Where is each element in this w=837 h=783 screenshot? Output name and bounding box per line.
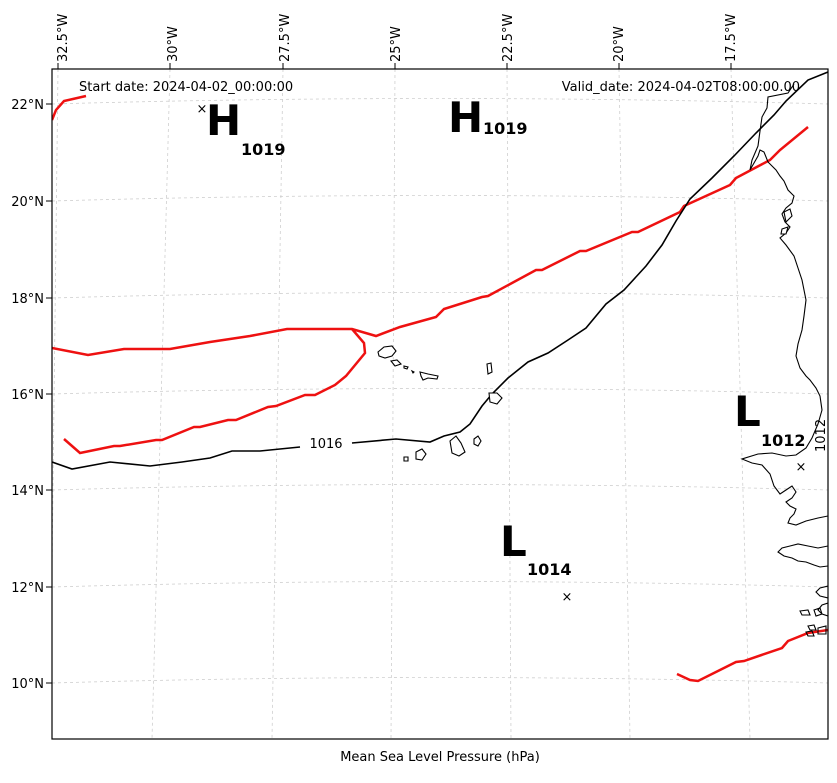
map-caption: Mean Sea Level Pressure (hPa) <box>340 750 540 765</box>
center-value: 1019 <box>241 140 286 159</box>
isobar-red-south <box>676 628 828 683</box>
contour-label-1012: 1012 <box>814 419 829 452</box>
coastal-island <box>780 226 789 235</box>
isobar-red-north <box>52 94 809 357</box>
isobar-red-loop <box>63 328 367 455</box>
cape-verde-islands <box>377 345 503 462</box>
center-symbol: L <box>734 387 761 436</box>
valid-date-label: Valid_date: 2024-04-02T08:00:00.00 <box>562 80 800 95</box>
center-symbol: L <box>500 517 527 566</box>
lat-tick-label: 20°N <box>11 195 44 210</box>
africa-coastline <box>740 83 828 526</box>
lat-tick-label: 16°N <box>11 388 44 403</box>
lat-tick-label: 22°N <box>11 98 44 113</box>
lon-tick-label: 22.5°W <box>501 14 516 62</box>
center-marker-icon: × <box>197 102 208 117</box>
center-symbol: H <box>206 96 241 145</box>
africa-coastline-south <box>777 543 828 637</box>
center-marker-icon: × <box>562 590 573 605</box>
lon-tick-label: 20°W <box>612 26 627 62</box>
contour-label-1016: 1016 <box>309 437 342 452</box>
lat-tick-label: 18°N <box>11 292 44 307</box>
lon-tick-label: 30°W <box>166 26 181 62</box>
lon-tick-label: 27.5°W <box>278 14 293 62</box>
map-border <box>51 68 829 740</box>
lat-axis: 22°N 20°N 18°N 16°N 14°N 12°N 10°N <box>11 98 52 692</box>
lon-tick-label: 17.5°W <box>724 14 739 62</box>
coastal-island <box>783 208 793 224</box>
pressure-center-low-south: L 1014 × <box>500 517 572 605</box>
isobar-1016 <box>52 71 828 470</box>
pressure-center-high-west: H 1019 × <box>197 96 286 159</box>
lat-tick-label: 10°N <box>11 677 44 692</box>
graticule <box>52 69 828 739</box>
center-marker-icon: × <box>796 460 807 475</box>
pressure-center-high-east: H 1019 <box>448 93 528 142</box>
map-area <box>52 69 828 739</box>
lon-tick-label: 25°W <box>389 26 404 62</box>
center-symbol: H <box>448 93 483 142</box>
center-value: 1019 <box>483 119 528 138</box>
lon-axis: 32.5°W 30°W 27.5°W 25°W 22.5°W 20°W 17.5… <box>56 14 739 69</box>
center-value: 1014 <box>527 560 572 579</box>
pressure-center-low-east: L 1012 × <box>734 387 806 475</box>
lat-tick-label: 14°N <box>11 484 44 499</box>
start-date-label: Start date: 2024-04-02_00:00:00 <box>79 80 293 95</box>
lon-tick-label: 32.5°W <box>56 14 71 62</box>
center-value: 1012 <box>761 431 806 450</box>
lat-tick-label: 12°N <box>11 581 44 596</box>
